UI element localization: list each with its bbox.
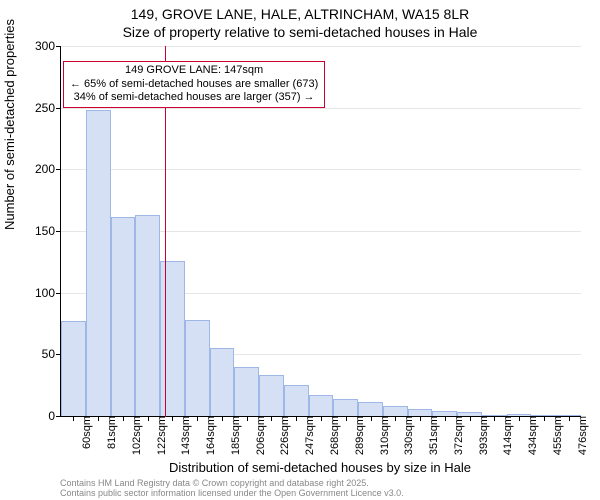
x-tick-mark: [73, 416, 74, 421]
x-tick-mark: [371, 416, 372, 421]
annotation-line1: 149 GROVE LANE: 147sqm: [70, 64, 318, 78]
x-tick-mark: [123, 416, 124, 421]
x-tick-label: 247sqm: [300, 416, 316, 455]
x-tick-mark: [519, 416, 520, 421]
histogram-bar: [61, 321, 86, 416]
x-tick-mark: [494, 416, 495, 421]
footnote-line1: Contains HM Land Registry data © Crown c…: [60, 478, 404, 488]
x-tick-label: 81sqm: [102, 416, 118, 449]
histogram-bar: [135, 215, 160, 416]
gridline: [61, 169, 581, 170]
y-tick-label: 150: [15, 224, 61, 238]
y-tick-label: 300: [15, 39, 61, 53]
annotation-box: 149 GROVE LANE: 147sqm← 65% of semi-deta…: [63, 61, 325, 108]
x-tick-label: 289sqm: [350, 416, 366, 455]
x-tick-mark: [172, 416, 173, 421]
x-tick-label: 455sqm: [548, 416, 564, 455]
x-tick-mark: [222, 416, 223, 421]
x-tick-mark: [98, 416, 99, 421]
x-tick-label: 351sqm: [424, 416, 440, 455]
x-tick-label: 102sqm: [127, 416, 143, 455]
x-tick-label: 226sqm: [275, 416, 291, 455]
histogram-bar: [408, 409, 433, 416]
chart-title-line2: Size of property relative to semi-detach…: [0, 24, 600, 42]
x-tick-label: 122sqm: [152, 416, 168, 455]
y-tick-label: 50: [15, 347, 61, 361]
histogram-bar: [234, 367, 259, 416]
x-tick-mark: [148, 416, 149, 421]
histogram-bar: [284, 385, 309, 416]
x-tick-label: 414sqm: [498, 416, 514, 455]
x-tick-mark: [271, 416, 272, 421]
x-tick-mark: [395, 416, 396, 421]
x-tick-label: 164sqm: [201, 416, 217, 455]
histogram-bar: [160, 261, 185, 416]
x-tick-label: 310sqm: [375, 416, 391, 455]
x-tick-label: 476sqm: [573, 416, 589, 455]
x-tick-mark: [197, 416, 198, 421]
chart-container: 149, GROVE LANE, HALE, ALTRINCHAM, WA15 …: [0, 0, 600, 500]
x-tick-mark: [247, 416, 248, 421]
annotation-line3: 34% of semi-detached houses are larger (…: [70, 91, 318, 105]
y-tick-label: 250: [15, 101, 61, 115]
x-tick-mark: [544, 416, 545, 421]
gridline: [61, 46, 581, 47]
x-axis-label: Distribution of semi-detached houses by …: [60, 460, 580, 475]
histogram-bar: [383, 406, 408, 416]
y-tick-label: 100: [15, 286, 61, 300]
x-tick-label: 372sqm: [449, 416, 465, 455]
histogram-bar: [333, 399, 358, 416]
chart-title-block: 149, GROVE LANE, HALE, ALTRINCHAM, WA15 …: [0, 0, 600, 41]
y-tick-label: 0: [15, 409, 61, 423]
histogram-bar: [185, 320, 210, 416]
x-tick-mark: [470, 416, 471, 421]
footnote: Contains HM Land Registry data © Crown c…: [60, 478, 404, 499]
x-tick-mark: [445, 416, 446, 421]
x-tick-label: 206sqm: [251, 416, 267, 455]
histogram-bar: [111, 217, 136, 416]
x-tick-label: 393sqm: [474, 416, 490, 455]
x-tick-label: 60sqm: [77, 416, 93, 449]
x-tick-label: 434sqm: [523, 416, 539, 455]
histogram-bar: [309, 395, 334, 416]
x-tick-mark: [346, 416, 347, 421]
footnote-line2: Contains public sector information licen…: [60, 488, 404, 498]
x-tick-mark: [296, 416, 297, 421]
annotation-line2: ← 65% of semi-detached houses are smalle…: [70, 78, 318, 92]
histogram-bar: [259, 375, 284, 416]
plot-area: 05010015020025030060sqm81sqm102sqm122sqm…: [60, 46, 581, 417]
chart-title-line1: 149, GROVE LANE, HALE, ALTRINCHAM, WA15 …: [0, 6, 600, 24]
x-tick-label: 185sqm: [226, 416, 242, 455]
x-tick-label: 330sqm: [399, 416, 415, 455]
histogram-bar: [210, 348, 235, 416]
y-tick-label: 200: [15, 162, 61, 176]
x-tick-label: 143sqm: [176, 416, 192, 455]
x-tick-mark: [569, 416, 570, 421]
x-tick-label: 268sqm: [325, 416, 341, 455]
histogram-bar: [358, 402, 383, 416]
x-tick-mark: [420, 416, 421, 421]
histogram-bar: [86, 110, 111, 416]
x-tick-mark: [321, 416, 322, 421]
